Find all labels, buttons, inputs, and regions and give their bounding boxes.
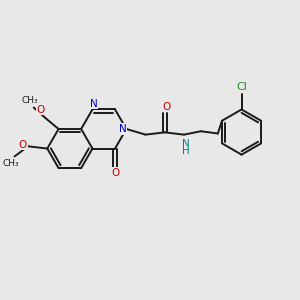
Text: N: N: [119, 124, 127, 134]
Text: O: O: [162, 102, 170, 112]
Text: N: N: [90, 99, 98, 109]
Text: O: O: [37, 105, 45, 115]
Text: CH₃: CH₃: [22, 96, 39, 105]
Text: N: N: [182, 139, 189, 149]
Text: O: O: [111, 168, 119, 178]
Text: O: O: [19, 140, 27, 150]
Text: Cl: Cl: [236, 82, 247, 92]
Text: H: H: [182, 146, 189, 156]
Text: CH₃: CH₃: [3, 159, 20, 168]
